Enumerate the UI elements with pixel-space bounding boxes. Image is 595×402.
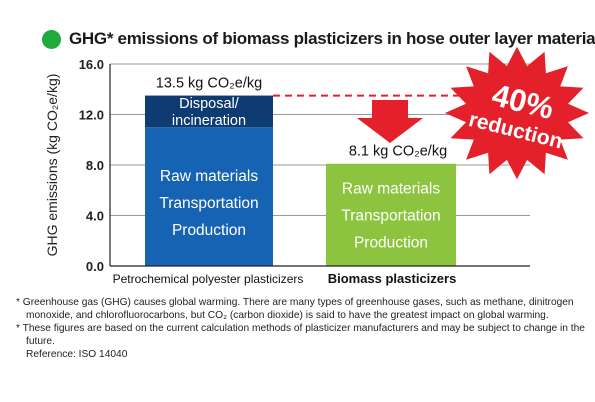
x-category-label: Biomass plasticizers [328,271,457,286]
bar-segment-label: Transportation [341,207,440,224]
y-axis-title: GHG emissions (kg CO₂e/kg) [44,74,60,257]
bar-total-label: 13.5 kg CO₂e/kg [156,76,262,92]
y-tick-label: 12.0 [79,108,104,123]
bar-segment-label: Transportation [159,195,258,212]
y-tick-label: 16.0 [79,57,104,72]
bar-segment-label: incineration [172,113,246,129]
bar-segment-label: Production [354,234,428,251]
y-tick-label: 8.0 [86,158,104,173]
starburst-badge-icon [445,46,589,180]
bar-segment [326,163,456,266]
footnotes: * Greenhouse gas (GHG) causes global war… [16,296,586,361]
bar-segment [145,127,273,266]
bar-segment-label: Production [172,222,246,239]
chart-title: GHG* emissions of biomass plasticizers i… [69,29,595,48]
chart-title-row: GHG* emissions of biomass plasticizers i… [42,27,595,51]
footnote-ghg: * Greenhouse gas (GHG) causes global war… [16,297,574,321]
bar-total-label: 8.1 kg CO₂e/kg [349,144,447,160]
bar-segment-label: Disposal/ [179,96,240,112]
reference-note: Reference: ISO 14040 [26,349,128,360]
reduction-arrow-icon [357,100,423,143]
footnote-calculation: * These figures are based on the current… [16,323,585,347]
bar-segment-label: Raw materials [342,180,440,197]
y-tick-label: 4.0 [86,209,104,224]
x-category-label: Petrochemical polyester plasticizers [113,272,304,286]
bar-segment [145,95,273,128]
bar-segment-label: Raw materials [160,168,258,185]
green-dot-icon [42,29,61,49]
y-tick-label: 0.0 [86,259,104,274]
ghg-bar-chart: 0.0 4.0 8.0 12.0 16.0 GHG emissions (kg CO₂e/… [44,46,589,286]
